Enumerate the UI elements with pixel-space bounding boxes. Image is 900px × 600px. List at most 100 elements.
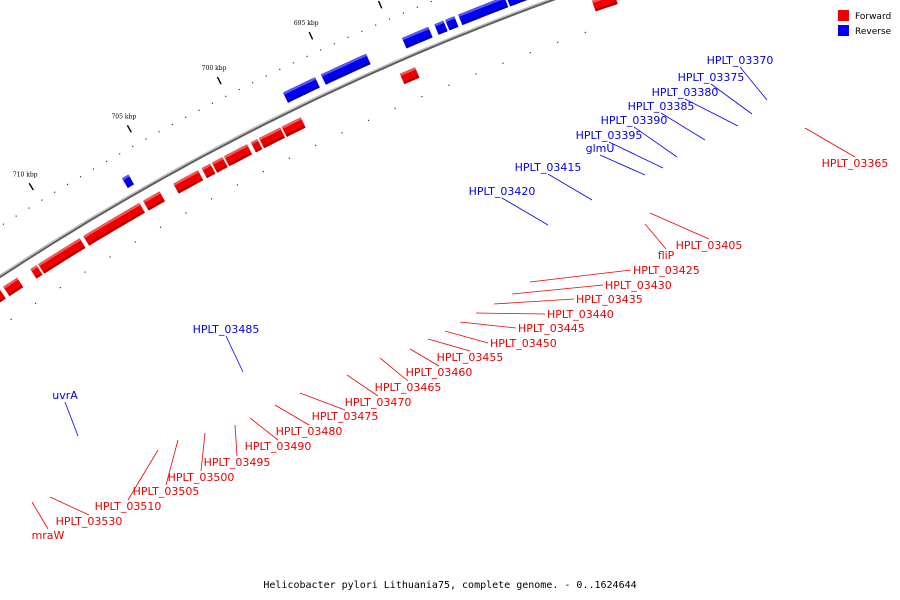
gene-name: HPLT_03395 (576, 129, 643, 142)
gene-hplt-03425 (281, 117, 306, 138)
gene-name: HPLT_03440 (547, 308, 614, 321)
gene-name: mraW (32, 529, 65, 542)
gene-label-hplt-03450: HPLT_03450 (444, 330, 557, 350)
gene-name: HPLT_03425 (633, 264, 700, 277)
minor-tick (265, 75, 267, 77)
minor-tick (109, 256, 111, 258)
minor-tick (211, 198, 213, 200)
gene-features (0, 0, 624, 303)
gene-name: HPLT_03450 (490, 337, 557, 350)
gene-name: HPLT_03460 (406, 366, 473, 379)
minor-tick (262, 170, 264, 173)
minor-tick (288, 157, 291, 159)
gene-label-hplt-03495: HPLT_03495 (204, 424, 270, 469)
tick-label: 705 kbp (111, 113, 136, 120)
minor-tick (252, 82, 254, 84)
minor-tick (2, 223, 5, 225)
minor-tick (35, 302, 37, 304)
gene-label-hplt-03480: HPLT_03480 (274, 404, 343, 438)
gene-name: HPLT_03365 (822, 157, 889, 170)
gene-label-hplt-03385: HPLT_03385 (628, 100, 706, 141)
gene-hplt-03490 (0, 289, 6, 303)
minor-tick (134, 241, 136, 243)
gene-label-hplt-03390: HPLT_03390 (601, 114, 678, 158)
minor-tick (502, 62, 504, 64)
gene-label-hplt-03440: HPLT_03440 (475, 308, 614, 321)
minor-tick (341, 132, 343, 134)
minor-tick (145, 138, 147, 140)
gene-name: HPLT_03375 (678, 71, 745, 84)
minor-tick (159, 226, 162, 228)
gene-hplt-03455 (173, 170, 204, 194)
gene-name: HPLT_03485 (193, 323, 260, 336)
gene-name: HPLT_03455 (437, 351, 504, 364)
gene-name: HPLT_03500 (168, 471, 235, 484)
legend-reverse-label: Reverse (855, 27, 892, 37)
gene-name: HPLT_03380 (652, 86, 719, 99)
minor-tick (59, 286, 61, 289)
minor-tick (84, 271, 86, 273)
minor-tick (557, 41, 559, 43)
gene-label-hplt-03415: HPLT_03415 (515, 161, 593, 201)
gene-label-hplt-03370: HPLT_03370 (707, 54, 774, 101)
gene-name: HPLT_03435 (576, 293, 643, 306)
gene-glmu (401, 26, 433, 49)
gene-labels: HPLT_03370 HPLT_03375 HPLT_03380HPLT_03385… (32, 54, 889, 542)
gene-name: HPLT_03475 (312, 410, 379, 423)
gene-name: HPLT_03370 (707, 54, 774, 67)
minor-tick (79, 176, 82, 178)
minor-tick (41, 199, 43, 201)
minor-tick (416, 6, 418, 8)
major-tick (126, 125, 132, 133)
gene-label-hplt-03455: HPLT_03455 (427, 338, 504, 364)
genome-backbone (0, 0, 556, 279)
gene-label-hplt-03490: HPLT_03490 (245, 417, 311, 453)
minor-tick (119, 153, 121, 155)
gene-label-hplt-03500: HPLT_03500 (168, 432, 235, 484)
gene-label-hplt-03375: HPLT_03375 (678, 71, 753, 115)
minor-tick (211, 102, 213, 104)
minor-tick (292, 62, 294, 64)
minor-tick (279, 68, 281, 70)
major-tick (216, 76, 222, 85)
major-tick (308, 31, 314, 40)
gene-label-hplt-03445: HPLT_03445 (459, 321, 585, 335)
minor-tick (171, 123, 173, 126)
gene-label-hplt-03435: HPLT_03435 (493, 293, 643, 306)
gene-name: uvrA (52, 389, 78, 402)
gene-hplt-03380 (507, 0, 528, 7)
gene-label-hplt-03470: HPLT_03470 (345, 374, 411, 409)
minor-tick (158, 131, 160, 133)
gene-label-hplt-03505: HPLT_03505 (133, 439, 199, 498)
minor-tick (54, 191, 56, 193)
minor-tick (402, 12, 404, 14)
gene-name: HPLT_03530 (56, 515, 123, 528)
major-tick (377, 0, 383, 9)
gene-name: HPLT_03385 (628, 100, 695, 113)
minor-tick (320, 49, 322, 51)
gene-hplt-03415 (320, 53, 371, 85)
gene-hplt-03420 (282, 77, 320, 103)
gene-label-hplt-03475: HPLT_03475 (299, 392, 379, 423)
legend-forward-label: Forward (855, 12, 891, 22)
minor-tick (15, 215, 17, 217)
gene-label-hplt-03405: HPLT_03405 (649, 212, 743, 252)
legend: Forward Reverse (838, 10, 892, 37)
minor-tick (92, 168, 95, 170)
gene-name: HPLT_03405 (676, 239, 743, 252)
gene-label-hplt-03510: HPLT_03510 (95, 449, 162, 513)
legend-forward-swatch (838, 10, 849, 21)
gene-name: HPLT_03510 (95, 500, 162, 513)
gene-label-hplt-03425: HPLT_03425 (529, 264, 700, 283)
minor-tick (198, 109, 200, 111)
tick-label: 700 kbp (202, 65, 227, 72)
minor-tick (225, 95, 227, 97)
gene-name: HPLT_03480 (276, 425, 343, 438)
legend-reverse-swatch (838, 25, 849, 36)
minor-tick (388, 18, 391, 20)
minor-tick (333, 43, 335, 45)
minor-tick (584, 31, 586, 34)
gene-label-hplt-03380: HPLT_03380 (652, 86, 739, 127)
minor-tick (132, 145, 134, 148)
